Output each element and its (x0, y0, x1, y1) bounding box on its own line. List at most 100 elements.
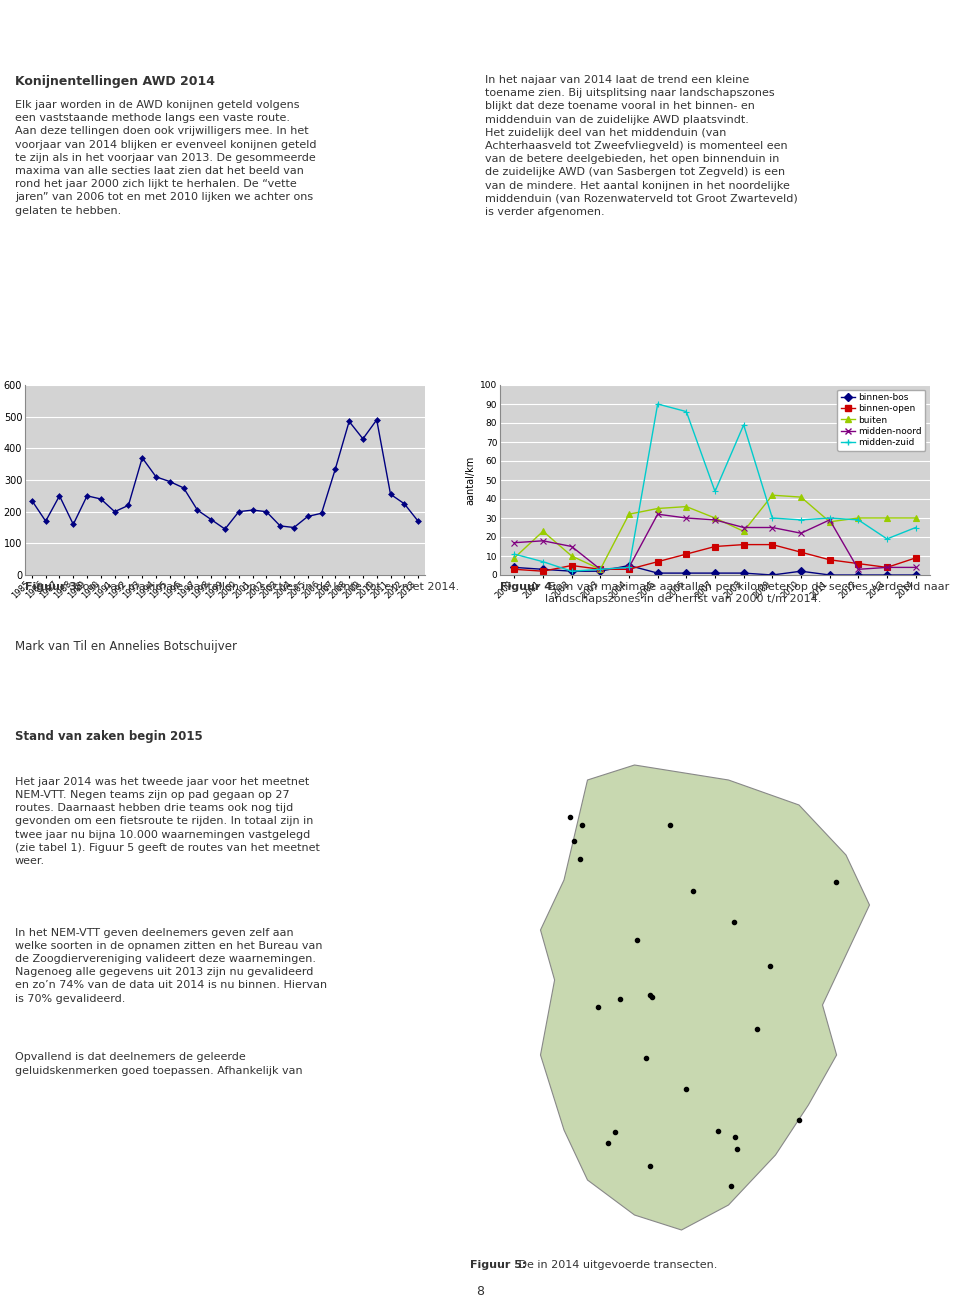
Text: Figuur 5:: Figuur 5: (470, 1260, 526, 1270)
binnen-open (652, 554, 663, 570)
binnen-bos (538, 562, 549, 578)
Text: Figuur 3:: Figuur 3: (25, 581, 82, 592)
midden-noord (881, 559, 893, 575)
buiten (709, 510, 721, 526)
buiten (538, 523, 549, 539)
Text: Het jaar 2014 was het tweede jaar voor het meetnet
NEM-VTT. Negen teams zijn op : Het jaar 2014 was het tweede jaar voor h… (15, 777, 320, 866)
binnen-bos (681, 566, 692, 581)
buiten (594, 562, 606, 578)
binnen-open (681, 546, 692, 562)
buiten (652, 501, 663, 517)
binnen-bos (910, 567, 922, 583)
midden-zuid (538, 554, 549, 570)
Text: De in 2014 uitgevoerde transecten.: De in 2014 uitgevoerde transecten. (515, 1260, 717, 1270)
Line: midden-zuid: midden-zuid (512, 401, 919, 574)
binnen-open (852, 556, 864, 571)
binnen-open (509, 562, 520, 578)
midden-zuid (709, 483, 721, 499)
Legend: binnen-bos, binnen-open, buiten, midden-noord, midden-zuid: binnen-bos, binnen-open, buiten, midden-… (837, 390, 925, 451)
buiten (623, 506, 635, 522)
binnen-open (824, 552, 835, 567)
binnen-open (795, 544, 806, 559)
Line: binnen-bos: binnen-bos (512, 563, 919, 578)
Polygon shape (540, 765, 870, 1230)
midden-noord (910, 559, 922, 575)
midden-zuid (767, 510, 779, 526)
binnen-open (565, 558, 577, 574)
midden-zuid (623, 559, 635, 575)
Y-axis label: aantal/km: aantal/km (466, 456, 476, 505)
midden-noord (681, 510, 692, 526)
midden-noord (767, 519, 779, 535)
binnen-bos (623, 558, 635, 574)
binnen-bos (824, 567, 835, 583)
Text: Meetnet Dagactieve Zoogdieren (ingezonden): Meetnet Dagactieve Zoogdieren (ingezonde… (14, 16, 521, 35)
midden-zuid (795, 512, 806, 527)
buiten (824, 514, 835, 530)
Line: midden-noord: midden-noord (512, 512, 919, 572)
midden-zuid (881, 531, 893, 546)
Text: Meetnet Vleermuis Transecttellingen: Meetnet Vleermuis Transecttellingen (14, 675, 421, 694)
buiten (910, 510, 922, 526)
binnen-open (738, 537, 750, 553)
buiten (852, 510, 864, 526)
Text: In het NEM-VTT geven deelnemers geven zelf aan
welke soorten in de opnamen zitte: In het NEM-VTT geven deelnemers geven ze… (15, 927, 327, 1004)
Text: Figuur 4:: Figuur 4: (500, 581, 557, 592)
binnen-bos (795, 563, 806, 579)
binnen-bos (594, 563, 606, 579)
binnen-bos (509, 559, 520, 575)
midden-zuid (738, 417, 750, 433)
Text: Som van maximale aantallen per kilometer op de secties verdeeld naar landschapsz: Som van maximale aantallen per kilometer… (545, 581, 949, 603)
buiten (509, 550, 520, 566)
midden-zuid (910, 519, 922, 535)
binnen-open (709, 539, 721, 554)
midden-noord (594, 562, 606, 578)
midden-zuid (509, 546, 520, 562)
midden-zuid (594, 562, 606, 578)
midden-noord (824, 512, 835, 527)
midden-noord (852, 562, 864, 578)
Line: binnen-open: binnen-open (512, 541, 919, 574)
midden-noord (795, 526, 806, 541)
midden-noord (623, 559, 635, 575)
Text: Opvallend is dat deelnemers de geleerde
geluidskenmerken goed toepassen. Afhanke: Opvallend is dat deelnemers de geleerde … (15, 1053, 302, 1076)
midden-noord (709, 512, 721, 527)
binnen-open (594, 562, 606, 578)
buiten (738, 523, 750, 539)
Text: In het najaar van 2014 laat de trend een kleine
toename zien. Bij uitsplitsing n: In het najaar van 2014 laat de trend een… (485, 75, 798, 218)
binnen-bos (565, 563, 577, 579)
binnen-bos (709, 566, 721, 581)
binnen-open (767, 537, 779, 553)
Line: buiten: buiten (512, 492, 919, 572)
midden-zuid (681, 404, 692, 420)
Text: 8: 8 (476, 1285, 484, 1295)
binnen-bos (652, 566, 663, 581)
buiten (881, 510, 893, 526)
binnen-bos (852, 567, 864, 583)
buiten (767, 487, 779, 502)
binnen-bos (881, 567, 893, 583)
binnen-open (538, 563, 549, 579)
midden-noord (509, 535, 520, 550)
binnen-open (623, 562, 635, 578)
buiten (795, 490, 806, 505)
midden-zuid (652, 396, 663, 412)
Text: Konijnentellingen AWD 2014: Konijnentellingen AWD 2014 (15, 75, 215, 88)
midden-noord (738, 519, 750, 535)
binnen-open (881, 559, 893, 575)
binnen-open (910, 550, 922, 566)
midden-zuid (565, 563, 577, 579)
Text: Som van maximale aantallen op secties in de lente tot en met 2014.: Som van maximale aantallen op secties in… (72, 581, 459, 592)
buiten (565, 548, 577, 563)
midden-noord (538, 534, 549, 549)
binnen-bos (767, 567, 779, 583)
midden-noord (652, 506, 663, 522)
Text: Stand van zaken begin 2015: Stand van zaken begin 2015 (15, 730, 203, 743)
Text: Mark van Til en Annelies Botschuijver: Mark van Til en Annelies Botschuijver (15, 640, 237, 653)
Text: Elk jaar worden in de AWD konijnen geteld volgens
een vaststaande methode langs : Elk jaar worden in de AWD konijnen getel… (15, 100, 317, 215)
midden-zuid (852, 512, 864, 527)
midden-zuid (824, 510, 835, 526)
buiten (681, 499, 692, 514)
midden-noord (565, 539, 577, 554)
binnen-bos (738, 566, 750, 581)
